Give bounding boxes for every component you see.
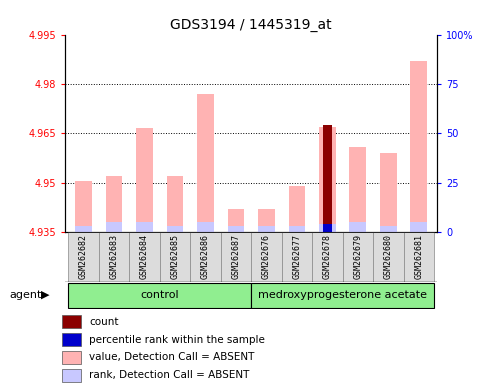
Bar (258, 209, 275, 232)
Text: GSM262684: GSM262684 (140, 234, 149, 279)
Text: GSM262687: GSM262687 (231, 234, 241, 279)
Bar (160, 232, 190, 282)
Bar (251, 283, 434, 308)
Bar (282, 232, 312, 282)
Text: medroxyprogesterone acetate: medroxyprogesterone acetate (258, 290, 427, 300)
Text: GSM262685: GSM262685 (170, 234, 180, 279)
Bar (68, 232, 99, 282)
Bar (227, 226, 244, 232)
Bar (312, 232, 342, 282)
Text: GSM262686: GSM262686 (201, 234, 210, 279)
Bar (288, 186, 305, 232)
Bar (342, 232, 373, 282)
Bar (62, 369, 81, 382)
Bar (319, 224, 336, 232)
Text: value, Detection Call = ABSENT: value, Detection Call = ABSENT (89, 353, 255, 362)
Text: rank, Detection Call = ABSENT: rank, Detection Call = ABSENT (89, 370, 250, 380)
Bar (411, 61, 427, 232)
Bar (129, 232, 160, 282)
Bar (380, 226, 397, 232)
Bar (319, 127, 336, 232)
Bar (323, 125, 332, 232)
Bar (323, 224, 332, 232)
Text: GSM262676: GSM262676 (262, 234, 271, 279)
Text: agent: agent (10, 290, 42, 300)
Bar (99, 232, 129, 282)
Text: count: count (89, 317, 119, 327)
Bar (62, 333, 81, 346)
Text: GSM262677: GSM262677 (292, 234, 301, 279)
Text: GSM262679: GSM262679 (354, 234, 362, 279)
Bar (411, 222, 427, 232)
Text: GSM262682: GSM262682 (79, 234, 88, 279)
Bar (106, 176, 122, 232)
Bar (136, 129, 153, 232)
Title: GDS3194 / 1445319_at: GDS3194 / 1445319_at (170, 18, 332, 32)
Bar (350, 147, 366, 232)
Bar (136, 222, 153, 232)
Bar (258, 226, 275, 232)
Bar (404, 232, 434, 282)
Bar (197, 94, 214, 232)
Bar (68, 283, 251, 308)
Bar (167, 226, 184, 232)
Bar (373, 232, 404, 282)
Bar (167, 176, 184, 232)
Bar (62, 351, 81, 364)
Bar (106, 222, 122, 232)
Bar (75, 226, 92, 232)
Bar (251, 232, 282, 282)
Bar (75, 181, 92, 232)
Bar (221, 232, 251, 282)
Bar (380, 153, 397, 232)
Bar (350, 222, 366, 232)
Text: ▶: ▶ (41, 290, 50, 300)
Text: percentile rank within the sample: percentile rank within the sample (89, 334, 265, 344)
Text: GSM262681: GSM262681 (414, 234, 423, 279)
Bar (62, 315, 81, 328)
Text: GSM262683: GSM262683 (110, 234, 118, 279)
Bar (227, 209, 244, 232)
Text: control: control (141, 290, 179, 300)
Bar (197, 222, 214, 232)
Text: GSM262678: GSM262678 (323, 234, 332, 279)
Text: GSM262680: GSM262680 (384, 234, 393, 279)
Bar (288, 226, 305, 232)
Bar (190, 232, 221, 282)
